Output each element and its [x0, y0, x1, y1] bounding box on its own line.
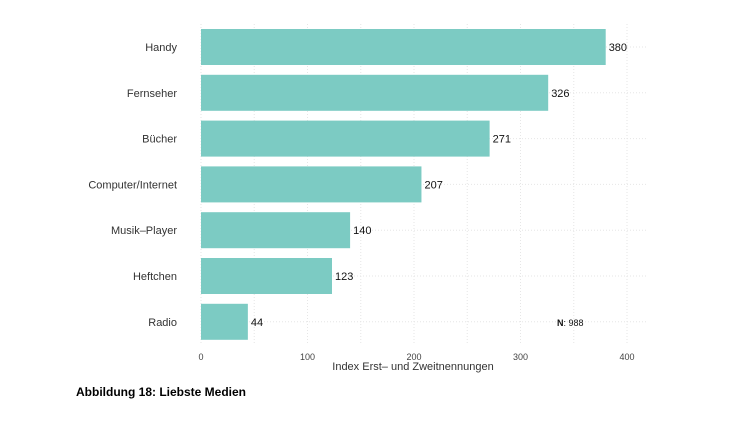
- bar-handy: [201, 29, 606, 65]
- bar-heftchen: [201, 258, 332, 294]
- sample-size-key: N: [557, 318, 564, 328]
- x-axis-title: Index Erst– und Zweitnennungen: [332, 361, 493, 373]
- x-tick-label: 100: [300, 352, 315, 362]
- category-labels: Handy Fernseher Bücher Computer/Internet Mus…: [88, 42, 177, 329]
- x-tick-label: 400: [619, 352, 634, 362]
- bar-fernseher: [201, 74, 549, 111]
- x-tick-label: 200: [406, 352, 421, 362]
- value-label-computer-internet: 207: [424, 179, 442, 191]
- category-label-heftchen: Heftchen: [133, 271, 177, 283]
- value-label-musik-player: 140: [353, 225, 371, 237]
- category-label-computer-internet: Computer/Internet: [88, 179, 177, 191]
- value-label-b-cher: 271: [493, 134, 511, 146]
- category-label-musik-player: Musik–Player: [111, 225, 177, 237]
- x-tick-label: 300: [513, 352, 528, 362]
- value-label-handy: 380: [609, 42, 627, 54]
- category-label-fernseher: Fernseher: [127, 88, 177, 100]
- value-labels: 380 326 271 207 140 123 44: [251, 42, 627, 329]
- bars: [201, 29, 606, 340]
- category-label-radio: Radio: [148, 317, 177, 329]
- value-label-heftchen: 123: [335, 271, 353, 283]
- bar-computer-internet: [201, 166, 422, 203]
- bar-radio: [201, 303, 248, 340]
- x-tick-labels: 0 100 200 300 400: [198, 352, 634, 362]
- x-tick-label: 0: [198, 352, 203, 362]
- bar-b-cher: [201, 120, 490, 157]
- value-label-fernseher: 326: [551, 88, 569, 100]
- category-label-handy: Handy: [145, 42, 177, 54]
- sample-size-note: N: 988: [557, 318, 584, 328]
- bar-musik-player: [201, 212, 351, 249]
- figure-caption: Abbildung 18: Liebste Medien: [76, 385, 247, 399]
- value-label-radio: 44: [251, 317, 263, 329]
- sample-size-value: : 988: [564, 318, 584, 328]
- category-label-b-cher: Bücher: [142, 134, 177, 146]
